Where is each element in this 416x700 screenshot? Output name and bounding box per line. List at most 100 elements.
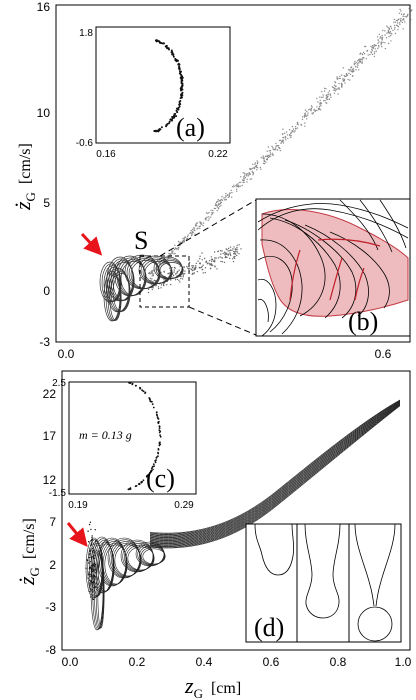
data-point (90, 575, 92, 577)
data-point (297, 122, 299, 125)
data-point (379, 37, 381, 39)
top-ylabel: żG[cm/s] (10, 143, 38, 211)
data-point (190, 231, 192, 233)
inset-a-point (169, 118, 172, 121)
data-point (388, 35, 390, 38)
data-point (194, 265, 197, 267)
data-point (225, 192, 227, 195)
data-point (316, 106, 318, 108)
data-point (205, 261, 207, 263)
data-point (219, 202, 222, 205)
data-point (373, 44, 375, 46)
data-point (188, 261, 191, 264)
data-point (360, 58, 362, 60)
data-point (236, 246, 238, 249)
data-point (338, 77, 340, 80)
data-point (338, 87, 340, 89)
data-point (252, 171, 254, 174)
data-point (210, 256, 213, 258)
data-point (282, 139, 284, 141)
data-point (346, 74, 349, 77)
data-point (186, 265, 188, 268)
data-point (361, 61, 363, 63)
trajectory-loop (105, 272, 121, 322)
data-point (217, 257, 220, 259)
inset-c-points (127, 381, 162, 491)
data-point (225, 252, 227, 254)
trajectory-loop (144, 261, 173, 284)
data-point (183, 266, 185, 268)
inset-c-point (157, 455, 159, 458)
data-point (263, 157, 265, 159)
data-point (292, 128, 295, 130)
data-point (243, 181, 245, 183)
data-point (179, 281, 181, 283)
inset-c-point (150, 470, 153, 473)
data-point (170, 253, 172, 255)
data-point (377, 39, 379, 41)
inset-c-point (156, 416, 159, 418)
data-point (306, 118, 308, 120)
data-point (361, 62, 363, 65)
data-point (371, 48, 373, 51)
top-ytick-16: 16 (37, 0, 51, 14)
data-point (223, 197, 225, 199)
data-point (225, 195, 227, 197)
data-point (307, 114, 309, 116)
inset-a-point (180, 77, 183, 80)
data-point (90, 549, 92, 551)
data-point (94, 529, 96, 531)
data-point (263, 162, 266, 165)
data-point (246, 173, 248, 175)
data-point (213, 260, 216, 263)
data-point (358, 60, 361, 63)
data-point (189, 232, 191, 234)
data-point (208, 216, 210, 218)
data-point (398, 12, 400, 14)
top-red-arrow (80, 232, 103, 256)
data-point (295, 128, 297, 130)
inset-a-point (180, 82, 183, 85)
data-point (356, 63, 358, 65)
data-point (175, 273, 177, 275)
data-point (193, 227, 195, 229)
inset-a-point (179, 71, 182, 74)
data-point (304, 109, 307, 111)
data-point (350, 66, 352, 69)
inset-c-point (155, 411, 158, 413)
data-point (186, 235, 189, 238)
data-point (378, 41, 380, 43)
data-point (326, 94, 328, 96)
inset-b: (b) (255, 198, 411, 337)
data-point (381, 36, 384, 38)
data-point (351, 75, 354, 78)
inset-a-point (162, 42, 165, 45)
inset-a-point (178, 105, 181, 108)
inset-d: (d) (245, 523, 402, 643)
data-point (263, 159, 265, 161)
data-point (215, 257, 217, 259)
data-point (382, 41, 384, 44)
data-point (373, 55, 376, 58)
data-point (193, 272, 195, 274)
data-point (160, 264, 162, 266)
data-point (202, 224, 204, 227)
data-point (402, 14, 405, 16)
data-point (290, 135, 292, 137)
data-point (325, 97, 327, 100)
data-point (87, 559, 89, 562)
data-point (90, 571, 93, 573)
inset-a-point (180, 73, 182, 76)
data-point (224, 199, 227, 201)
data-point (236, 185, 239, 187)
data-point (324, 100, 326, 102)
top-plot-frame (55, 4, 411, 343)
data-point (94, 576, 97, 578)
data-point (210, 267, 212, 270)
data-point (202, 272, 204, 274)
trajectory-loop (104, 544, 128, 585)
data-point (94, 540, 97, 542)
data-point (204, 218, 206, 220)
data-point (231, 258, 234, 260)
data-point (403, 19, 405, 21)
